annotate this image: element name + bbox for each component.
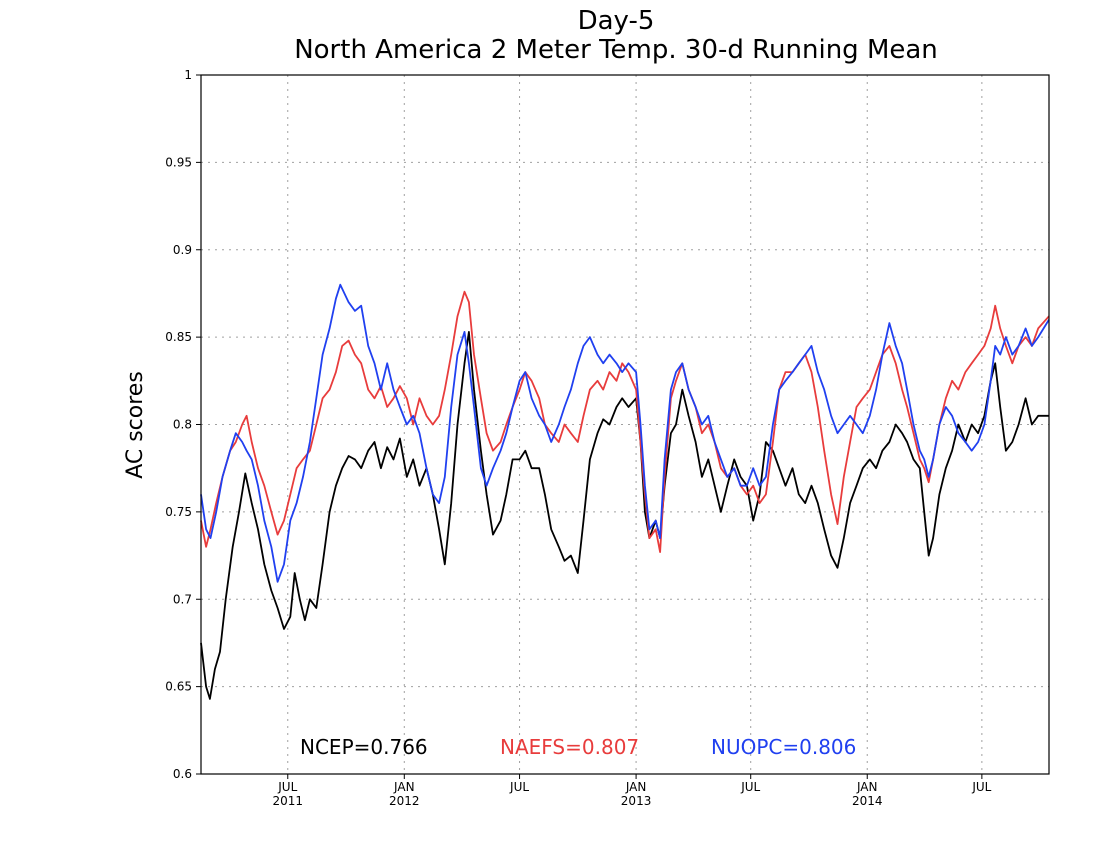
x-tick-label-year: 2014: [852, 794, 883, 808]
legend: NCEP=0.766 NAEFS=0.807 NUOPC=0.806: [300, 735, 856, 759]
chart-title: Day-5: [578, 6, 655, 36]
y-tick-label: 0.8: [173, 418, 192, 432]
legend-entry-ncep: NCEP=0.766: [300, 735, 428, 759]
x-tick-label-month: JUL: [509, 780, 529, 794]
series-line-naefs: [200, 290, 1050, 553]
x-tick-label-month: JAN: [625, 780, 647, 794]
x-tick-label-year: 2013: [621, 794, 652, 808]
y-tick-label: 0.85: [165, 330, 192, 344]
y-tick-label: 0.75: [165, 505, 192, 519]
y-axis-label: AC scores: [123, 371, 148, 479]
y-tick-label: 0.65: [165, 680, 192, 694]
series-line-nuopc: [200, 283, 1050, 583]
x-tick-label-month: JUL: [971, 780, 991, 794]
y-tick-label: 0.9: [173, 243, 192, 257]
y-tick-label: 1: [184, 68, 192, 82]
chart-subtitle: North America 2 Meter Temp. 30-d Running…: [294, 35, 938, 65]
y-tick-label: 0.95: [165, 155, 192, 169]
series-layer: [200, 283, 1050, 700]
x-tick-label-year: 2012: [389, 794, 420, 808]
series-line-ncep: [200, 331, 1049, 700]
x-tick-label-month: JAN: [856, 780, 878, 794]
legend-entry-nuopc: NUOPC=0.806: [711, 735, 856, 759]
axis-layer: 0.60.650.70.750.80.850.90.951JUL2011JAN2…: [165, 68, 991, 808]
grid-layer: [201, 75, 1049, 774]
y-tick-label: 0.7: [173, 592, 192, 606]
x-tick-label-month: JUL: [740, 780, 760, 794]
y-tick-label: 0.6: [173, 767, 192, 781]
x-tick-label-month: JUL: [277, 780, 297, 794]
legend-entry-naefs: NAEFS=0.807: [500, 735, 639, 759]
x-tick-label-month: JAN: [393, 780, 415, 794]
x-tick-label-year: 2011: [272, 794, 303, 808]
